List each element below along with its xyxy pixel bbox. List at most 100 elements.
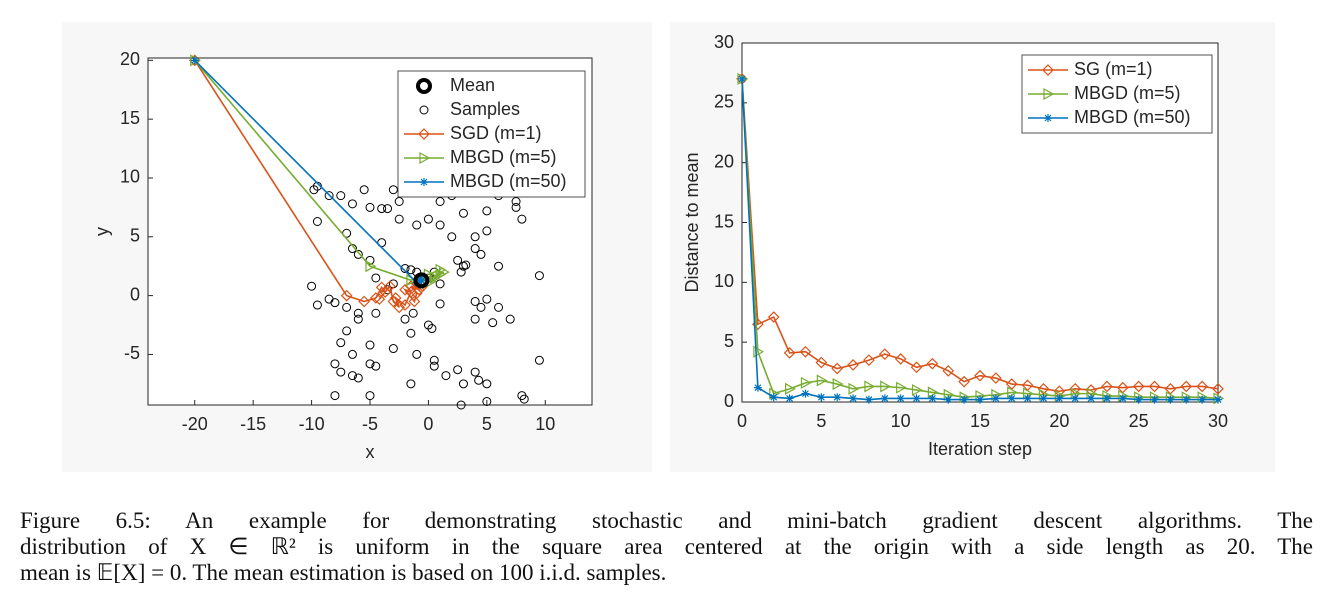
marker — [365, 340, 375, 350]
marker — [309, 185, 319, 195]
x-tick-label: 30 — [1208, 411, 1228, 431]
legend-marker — [1043, 87, 1055, 101]
marker — [453, 365, 463, 375]
y-axis-label: y — [92, 227, 112, 236]
y-axis-label: Distance to mean — [682, 152, 702, 292]
marker — [416, 275, 425, 284]
marker — [470, 314, 480, 324]
marker — [476, 302, 486, 312]
legend-marker — [419, 151, 431, 165]
marker — [427, 324, 437, 334]
x-tick-label: 25 — [1129, 411, 1149, 431]
marker — [960, 395, 969, 404]
marker — [482, 294, 492, 304]
marker — [458, 261, 468, 271]
legend-label: Mean — [450, 75, 495, 95]
marker — [429, 361, 439, 371]
y-tick-label: 5 — [130, 226, 140, 246]
marker — [353, 249, 363, 259]
marker — [408, 295, 421, 308]
marker — [1037, 382, 1050, 395]
y-tick-label: 15 — [120, 108, 140, 128]
marker — [783, 347, 796, 359]
marker — [365, 202, 375, 212]
marker — [1087, 394, 1096, 403]
marker — [482, 396, 492, 406]
x-tick-label: 10 — [535, 414, 555, 434]
figure: -20 -15 -10 -5 0 5 10 -5 0 5 10 15 20 x y Mean Samples SG… — [91, 31, 1229, 462]
marker — [1214, 395, 1222, 404]
y-tick-label: 0 — [130, 284, 140, 304]
x-tick-label: 0 — [737, 411, 747, 431]
marker — [307, 281, 317, 291]
marker — [410, 287, 423, 300]
marker — [494, 261, 504, 271]
marker — [738, 74, 746, 83]
marker — [767, 311, 780, 323]
marker — [389, 292, 402, 304]
legend-marker — [419, 105, 429, 115]
marker — [470, 244, 480, 254]
marker — [1182, 395, 1191, 404]
marker — [441, 371, 451, 381]
marker — [412, 220, 422, 230]
marker — [188, 54, 201, 67]
legend-label: Samples — [450, 99, 520, 119]
marker — [330, 391, 340, 401]
marker — [435, 299, 445, 309]
marker — [511, 197, 521, 207]
x-tick-label: 20 — [1049, 411, 1069, 431]
marker — [1212, 382, 1224, 395]
marker — [371, 361, 381, 371]
marker — [474, 375, 484, 385]
marker — [383, 204, 393, 214]
marker — [429, 355, 439, 365]
marker — [456, 400, 466, 410]
x-tick-label: -5 — [362, 414, 378, 434]
marker — [435, 279, 445, 289]
y-tick-label: 20 — [714, 151, 734, 171]
marker — [1023, 394, 1032, 403]
x-tick-label: 5 — [816, 411, 826, 431]
marker — [864, 395, 873, 404]
marker — [1132, 380, 1145, 393]
marker — [312, 217, 322, 227]
marker — [942, 365, 955, 377]
marker — [1118, 394, 1127, 403]
marker — [976, 395, 984, 404]
marker — [816, 374, 828, 387]
y-tick-label: -5 — [124, 343, 140, 363]
marker — [400, 264, 410, 274]
marker — [1071, 394, 1080, 403]
legend-label: MBGD (m=50) — [450, 171, 567, 191]
legend-label: MBGD (m=5) — [450, 147, 557, 167]
series-line — [741, 78, 1219, 393]
marker — [324, 191, 334, 201]
marker — [519, 394, 529, 404]
marker — [340, 289, 353, 302]
marker — [801, 389, 810, 398]
marker — [1101, 380, 1113, 393]
marker — [1102, 394, 1111, 403]
marker — [476, 249, 486, 259]
marker — [1166, 395, 1175, 404]
marker — [353, 314, 363, 324]
caption-line: distribution of X ∈ ℝ² is uniform in the… — [20, 534, 1313, 559]
x-tick-label: 15 — [970, 411, 990, 431]
marker — [753, 345, 765, 358]
marker — [347, 371, 357, 381]
marker — [377, 204, 387, 214]
marker — [373, 293, 386, 305]
marker — [470, 367, 480, 377]
marker — [447, 232, 457, 242]
marker — [990, 372, 1002, 384]
marker — [369, 292, 382, 304]
x-tick-label: 10 — [891, 411, 911, 431]
marker — [384, 280, 396, 293]
y-tick-label: 30 — [714, 32, 734, 52]
marker — [388, 344, 398, 354]
legend-label: SG (m=1) — [1074, 59, 1153, 79]
marker — [415, 277, 424, 286]
marker — [394, 214, 404, 224]
